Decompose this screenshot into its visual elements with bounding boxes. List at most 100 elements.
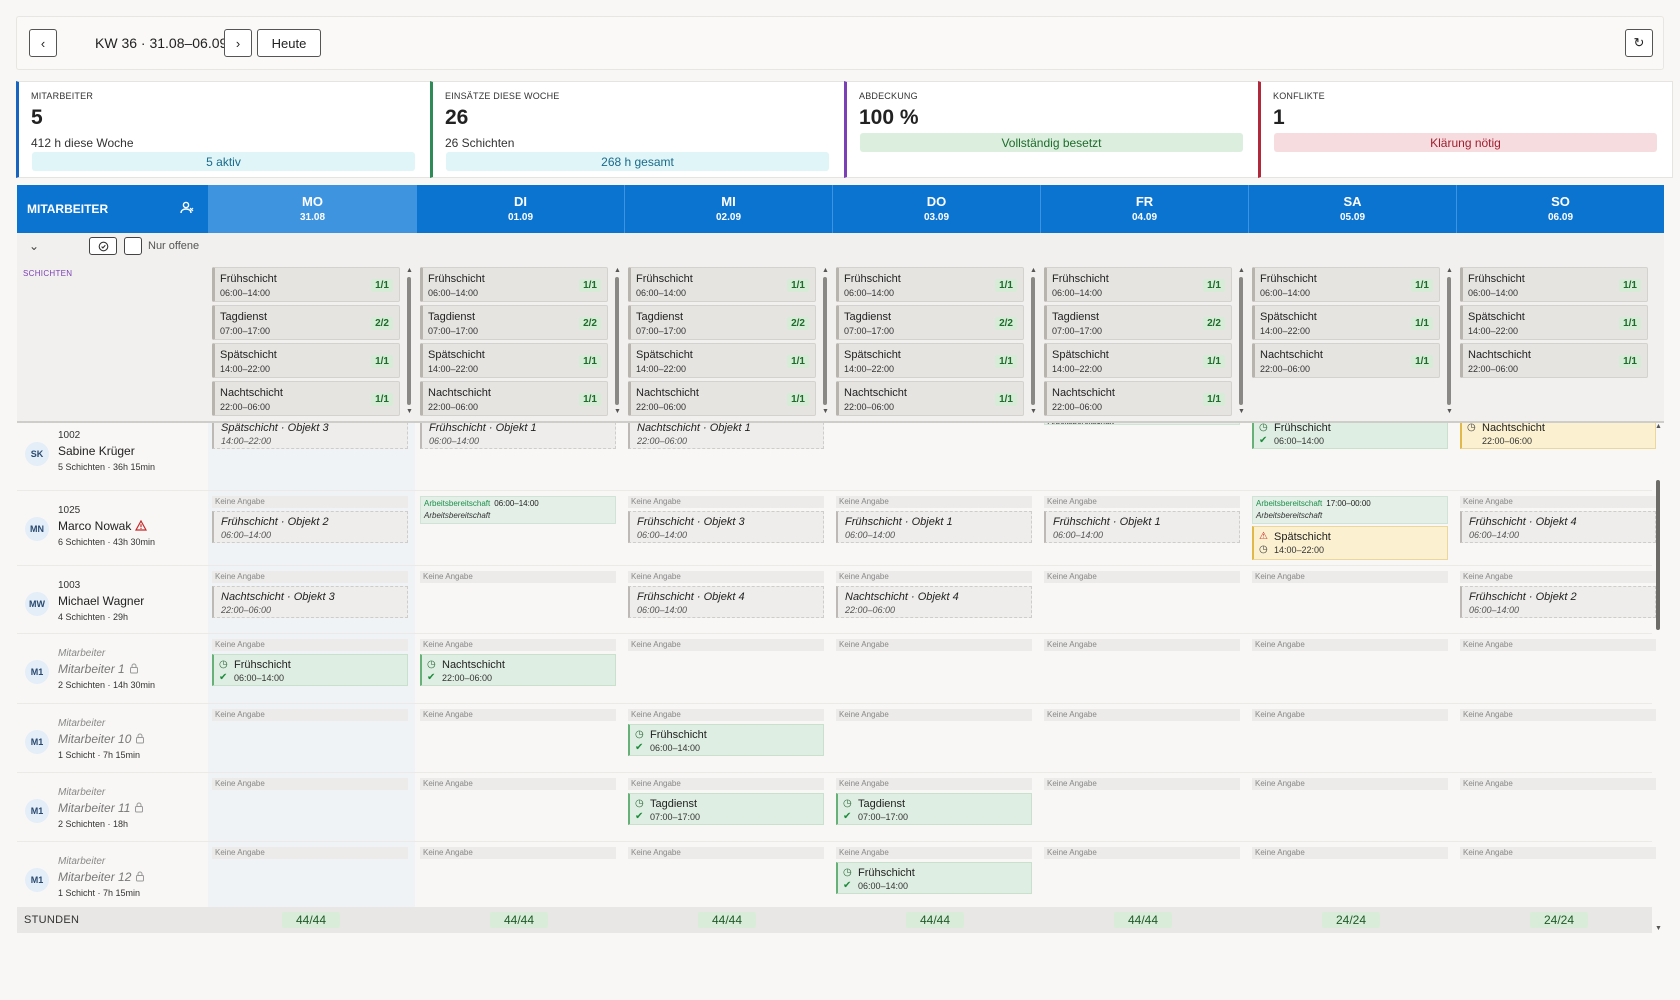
confirmed-shift[interactable]: ◷ ✔ Nachtschicht 22:00–06:00	[420, 654, 616, 686]
employee-info[interactable]: MN 1025 Marco Nowak 6 Schichten · 43h 30min	[17, 491, 208, 565]
shift-assignment[interactable]: Frühschicht · Objekt 4 06:00–14:00	[628, 586, 824, 618]
schedule-cell[interactable]: Keine Angabe Frühschicht · Objekt 3 06:00–…	[624, 491, 831, 565]
open-shift-card[interactable]: Spätschicht 14:00–22:00 1/1	[628, 343, 816, 378]
schedule-cell[interactable]: Arbeitsbereitschaft06:00–14:00Arbeitsber…	[1040, 423, 1247, 490]
open-shift-card[interactable]: Frühschicht 06:00–14:00 1/1	[628, 267, 816, 302]
shift-assignment[interactable]: Frühschicht · Objekt 2 06:00–14:00	[212, 511, 408, 543]
shift-assignment[interactable]: Nachtschicht · Objekt 1 22:00–06:00	[628, 423, 824, 449]
today-button[interactable]: Heute	[257, 29, 321, 57]
schedule-cell[interactable]: Keine Angabe	[416, 773, 623, 841]
open-shift-card[interactable]: Frühschicht 06:00–14:00 1/1	[212, 267, 400, 302]
open-shift-card[interactable]: Nachtschicht 22:00–06:00 1/1	[1044, 381, 1232, 416]
scroll-down-icon[interactable]: ▼	[1238, 408, 1245, 415]
scrollbar-thumb[interactable]	[1447, 277, 1451, 405]
employee-info[interactable]: SK 1002 Sabine Krüger 5 Schichten · 36h 15m…	[17, 423, 208, 490]
standby-block[interactable]: Arbeitsbereitschaft06:00–14:00Arbeitsber…	[1044, 423, 1240, 426]
employee-info[interactable]: M1 Mitarbeiter Mitarbeiter 1 2 Schichten · …	[17, 634, 208, 703]
open-shift-card[interactable]: Nachtschicht 22:00–06:00 1/1	[1252, 343, 1440, 378]
open-shift-card[interactable]: Frühschicht 06:00–14:00 1/1	[420, 267, 608, 302]
schedule-cell[interactable]: Keine Angabe	[416, 704, 623, 772]
schedule-cell[interactable]: Keine Angabe	[1248, 634, 1455, 703]
schedule-cell[interactable]: Keine AngabeSpätschicht · Objekt 314:00–…	[208, 423, 415, 490]
confirmed-shift[interactable]: ◷ ✔ Tagdienst 07:00–17:00	[628, 793, 824, 825]
shift-assignment[interactable]: Nachtschicht · Objekt 4 22:00–06:00	[836, 586, 1032, 618]
schedule-cell[interactable]: Arbeitsbereitschaft 17:00–00:00 Arbeitsber…	[1248, 491, 1455, 565]
schedule-cell[interactable]: Keine Angabe	[832, 634, 1039, 703]
open-shift-card[interactable]: Spätschicht 14:00–22:00 1/1	[212, 343, 400, 378]
schedule-cell[interactable]: Keine Angabe	[832, 423, 1039, 490]
open-shift-card[interactable]: Nachtschicht 22:00–06:00 1/1	[212, 381, 400, 416]
open-shift-card[interactable]: Nachtschicht 22:00–06:00 1/1	[836, 381, 1024, 416]
shift-pool-scrollbar[interactable]: ▲ ▼	[406, 267, 413, 417]
open-shift-card[interactable]: Frühschicht 06:00–14:00 1/1	[1460, 267, 1648, 302]
employee-info[interactable]: MW 1003 Michael Wagner 4 Schichten · 29h	[17, 566, 208, 633]
confirmed-shift[interactable]: ◷ ✔ Frühschicht 06:00–14:00	[628, 724, 824, 756]
schedule-cell[interactable]: Keine Angabe	[1040, 704, 1247, 772]
assign-user-icon[interactable]	[180, 201, 194, 218]
scroll-down-icon[interactable]: ▼	[1446, 408, 1453, 415]
day-header-mi[interactable]: MI 02.09	[624, 185, 832, 233]
only-open-checkbox[interactable]	[124, 237, 142, 255]
schedule-cell[interactable]: Keine Angabe Nachtschicht · Objekt 3 22:00…	[208, 566, 415, 633]
open-shift-card[interactable]: Frühschicht 06:00–14:00 1/1	[1044, 267, 1232, 302]
schedule-cell[interactable]: Keine Angabe	[624, 634, 831, 703]
schedule-cell[interactable]: Keine Angabe	[208, 704, 415, 772]
schedule-cell[interactable]: Keine Angabe	[1248, 842, 1455, 907]
scrollbar-thumb[interactable]	[1031, 277, 1035, 405]
shift-pool-scrollbar[interactable]: ▲ ▼	[1030, 267, 1037, 417]
schedule-cell[interactable]: Keine Angabe	[1040, 842, 1247, 907]
open-shift-card[interactable]: Nachtschicht 22:00–06:00 1/1	[420, 381, 608, 416]
open-shift-card[interactable]: Frühschicht 06:00–14:00 1/1	[836, 267, 1024, 302]
schedule-cell[interactable]: Keine Angabe ◷ ✔ Tagdienst 07:00–17:00	[832, 773, 1039, 841]
open-shift-card[interactable]: Tagdienst 07:00–17:00 2/2	[628, 305, 816, 340]
collapse-chevron-icon[interactable]: ⌄	[29, 239, 40, 253]
schedule-cell[interactable]: Keine Angabe	[624, 842, 831, 907]
scroll-up-icon[interactable]: ▲	[822, 267, 829, 274]
previous-week-button[interactable]: ‹	[29, 29, 57, 57]
shift-pool-scrollbar[interactable]: ▲ ▼	[1446, 267, 1453, 417]
shift-pool-scrollbar[interactable]: ▲ ▼	[1238, 267, 1245, 417]
standby-block[interactable]: Arbeitsbereitschaft 17:00–00:00 Arbeitsber…	[1252, 496, 1448, 524]
shift-assignment[interactable]: Nachtschicht · Objekt 3 22:00–06:00	[212, 586, 408, 618]
open-shift-card[interactable]: Spätschicht 14:00–22:00 1/1	[1044, 343, 1232, 378]
open-shift-card[interactable]: Tagdienst 07:00–17:00 2/2	[836, 305, 1024, 340]
scroll-up-icon[interactable]: ▲	[406, 267, 413, 274]
day-header-do[interactable]: DO 03.09	[832, 185, 1040, 233]
vertical-scrollbar[interactable]: ▲ ▼	[1653, 423, 1663, 935]
schedule-cell[interactable]: Keine Angabe Frühschicht · Objekt 2 06:00–…	[1456, 566, 1663, 633]
schedule-cell[interactable]: Keine Angabe ◷ ✔ Nachtschicht 22:00–06:00	[416, 634, 623, 703]
scroll-up-icon[interactable]: ▲	[1655, 423, 1662, 430]
open-shift-card[interactable]: Spätschicht 14:00–22:00 1/1	[1252, 305, 1440, 340]
schedule-cell[interactable]: Keine Angabe Frühschicht · Objekt 4 06:00–…	[1456, 491, 1663, 565]
shift-assignment[interactable]: Frühschicht · Objekt 3 06:00–14:00	[628, 511, 824, 543]
schedule-cell[interactable]: Keine Angabe	[1040, 566, 1247, 633]
schedule-cell[interactable]: Keine Angabe	[208, 773, 415, 841]
schedule-cell[interactable]: Keine Angabe	[1456, 842, 1663, 907]
shift-assignment[interactable]: Frühschicht · Objekt 2 06:00–14:00	[1460, 586, 1656, 618]
confirmed-shift[interactable]: ◷ ✔ Frühschicht 06:00–14:00	[212, 654, 408, 686]
open-shift-card[interactable]: Tagdienst 07:00–17:00 2/2	[1044, 305, 1232, 340]
confirmed-shift[interactable]: ◷ ✔ Tagdienst 07:00–17:00	[836, 793, 1032, 825]
schedule-cell[interactable]: Keine Angabe	[416, 842, 623, 907]
schedule-cell[interactable]: Keine Angabe	[1248, 773, 1455, 841]
day-header-so[interactable]: SO 06.09	[1456, 185, 1664, 233]
scroll-down-icon[interactable]: ▼	[822, 408, 829, 415]
schedule-cell[interactable]: Keine Angabe	[416, 566, 623, 633]
confirmed-shift[interactable]: ◷ ✔ Frühschicht 06:00–14:00	[1252, 423, 1448, 449]
employee-info[interactable]: M1 Mitarbeiter Mitarbeiter 11 2 Schichten ·…	[17, 773, 208, 841]
schedule-cell[interactable]: Keine Angabe	[1456, 704, 1663, 772]
shift-assignment[interactable]: Frühschicht · Objekt 1 06:00–14:00	[836, 511, 1032, 543]
schedule-cell[interactable]: Keine Angabe	[1456, 634, 1663, 703]
open-shift-card[interactable]: Spätschicht 14:00–22:00 1/1	[420, 343, 608, 378]
schedule-cell[interactable]: Keine Angabe	[1456, 773, 1663, 841]
shift-assignment[interactable]: Frühschicht · Objekt 1 06:00–14:00	[1044, 511, 1240, 543]
scroll-up-icon[interactable]: ▲	[614, 267, 621, 274]
open-shift-card[interactable]: Nachtschicht 22:00–06:00 1/1	[628, 381, 816, 416]
next-week-button[interactable]: ›	[224, 29, 252, 57]
scroll-up-icon[interactable]: ▲	[1446, 267, 1453, 274]
